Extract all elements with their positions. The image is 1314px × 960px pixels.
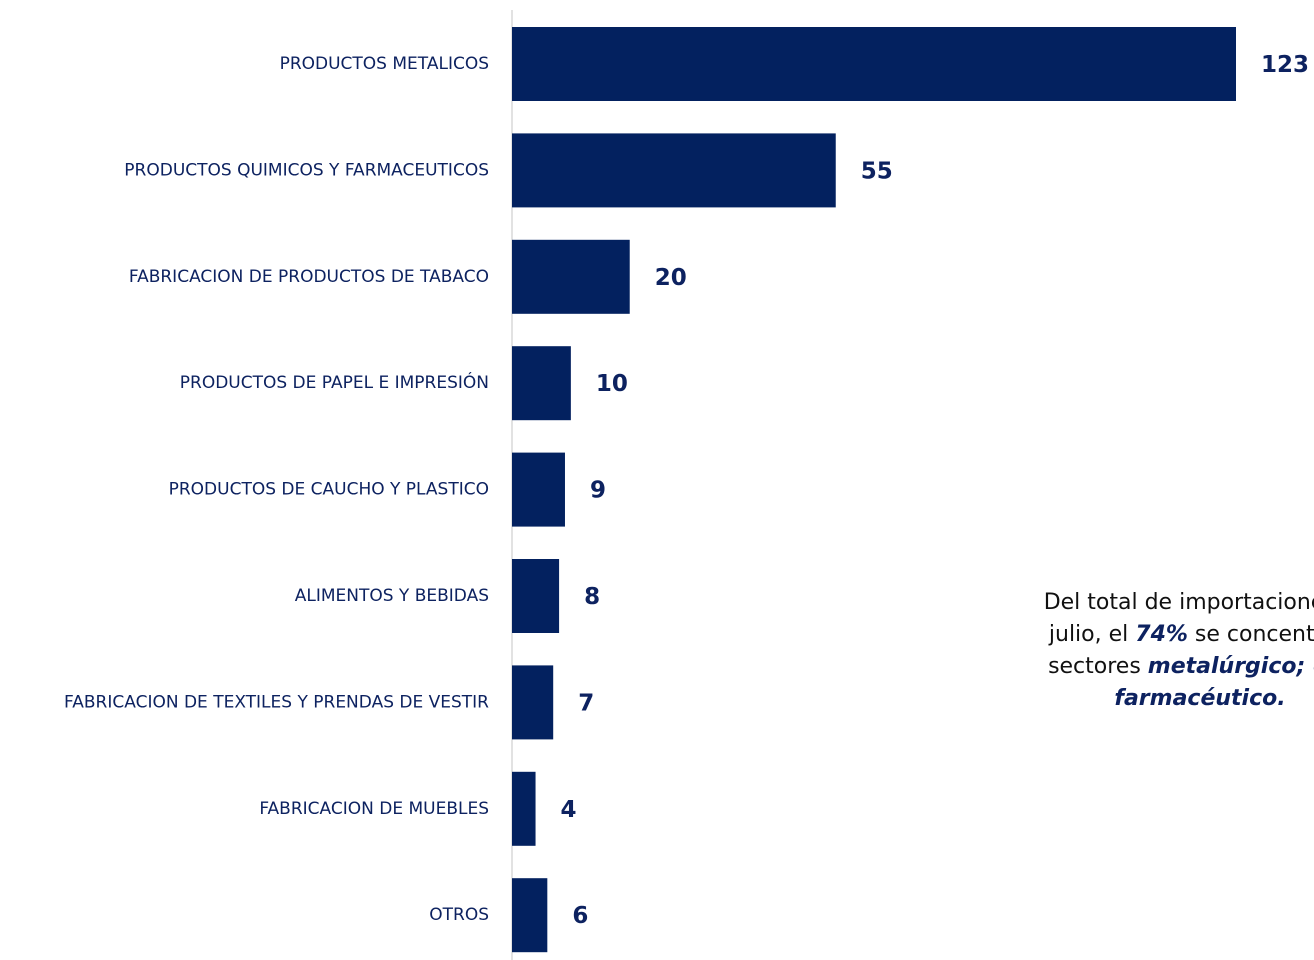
category-label-9: OTROS: [429, 905, 489, 925]
bar-7: [512, 665, 554, 740]
annotation-text: Del total de importaciones a julio, el 7…: [930, 587, 1314, 715]
value-label-8: 4: [561, 797, 577, 823]
value-label-2: 55: [861, 158, 893, 184]
bar-9: [512, 878, 548, 953]
value-label-6: 8: [584, 584, 600, 610]
category-label-4: PRODUCTOS DE PAPEL E IMPRESIÓN: [180, 371, 489, 393]
annotation-sector-pharma: farmacéutico.: [1114, 686, 1286, 711]
category-label-8: FABRICACION DE MUEBLES: [259, 799, 489, 819]
bar-3: [512, 239, 630, 314]
annotation-line-2-post: se concentran: [1194, 622, 1314, 647]
annotation-line-3-pre: sectores: [1048, 654, 1148, 679]
bars-layer: [512, 27, 1236, 953]
value-labels-layer: 123 55 20 10 9 8 7 4 6: [561, 52, 1309, 929]
annotation-line-4: farmacéutico.: [930, 683, 1314, 715]
category-labels-layer: PRODUCTOS METALICOS PRODUCTOS QUIMICOS Y …: [64, 54, 489, 925]
bar-1: [512, 27, 1236, 101]
annotation-line-2-pre: julio, el: [1048, 622, 1136, 647]
annotation-line-3: sectores metalúrgico; quí: [930, 651, 1314, 683]
category-label-2: PRODUCTOS QUIMICOS Y FARMACEUTICOS: [124, 160, 489, 180]
annotation-sectors-emphasis: metalúrgico; quí: [1147, 654, 1314, 679]
bar-5: [512, 452, 565, 527]
category-label-7: FABRICACION DE TEXTILES Y PRENDAS DE VES…: [64, 692, 489, 712]
bar-4: [512, 346, 571, 421]
value-label-1: 123: [1261, 52, 1309, 78]
category-label-5: PRODUCTOS DE CAUCHO Y PLASTICO: [169, 480, 489, 500]
bar-6: [512, 559, 560, 633]
value-label-3: 20: [655, 265, 687, 291]
bar-8: [512, 771, 536, 846]
annotation-percentage: 74%: [1135, 622, 1188, 647]
bar-2: [512, 133, 836, 208]
annotation-line-2: julio, el 74% se concentran: [930, 619, 1314, 651]
value-label-7: 7: [578, 690, 594, 716]
category-label-3: FABRICACION DE PRODUCTOS DE TABACO: [129, 267, 489, 287]
value-label-4: 10: [596, 371, 628, 397]
category-label-1: PRODUCTOS METALICOS: [280, 54, 489, 74]
category-label-6: ALIMENTOS Y BEBIDAS: [295, 586, 489, 606]
value-label-9: 6: [572, 903, 588, 929]
annotation-line-1-text: Del total de importaciones a: [1043, 590, 1314, 615]
value-label-5: 9: [590, 478, 606, 504]
annotation-line-1: Del total de importaciones a: [930, 587, 1314, 619]
